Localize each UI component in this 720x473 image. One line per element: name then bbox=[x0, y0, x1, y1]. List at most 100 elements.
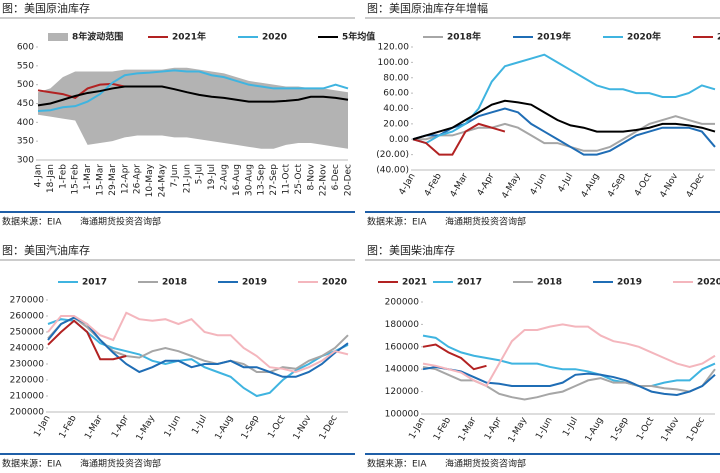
x-tick-label: 1-Jul bbox=[190, 414, 209, 437]
y-tick-label: 120.00 bbox=[378, 43, 410, 53]
x-tick-label: 4-Jan bbox=[34, 164, 44, 187]
y-tick-label: (20.00) bbox=[376, 150, 409, 160]
series-line bbox=[412, 99, 716, 141]
x-tick-label: 1-Dec bbox=[318, 414, 340, 442]
x-tick-label: 6-Dec bbox=[331, 164, 341, 190]
legend-swatch bbox=[48, 33, 68, 41]
legend-label: 2017 bbox=[82, 278, 107, 288]
series-line bbox=[422, 343, 487, 371]
x-tick-label: 4-Nov bbox=[658, 171, 680, 200]
series-line bbox=[37, 85, 349, 107]
panel-title: 图：美国原油库存 bbox=[2, 1, 90, 15]
legend-label: 5年均值 bbox=[342, 31, 375, 43]
series-line bbox=[422, 365, 716, 396]
series-line bbox=[422, 365, 716, 401]
series-line bbox=[422, 334, 716, 387]
series-line bbox=[47, 319, 127, 361]
legend-label: 2021年 bbox=[172, 31, 206, 43]
x-tick-label: 1-Mar bbox=[457, 416, 479, 444]
x-tick-label: 4-Oct bbox=[633, 171, 654, 198]
x-tick-label: 2-Aug bbox=[220, 164, 230, 190]
legend-label: 2018 bbox=[537, 278, 562, 288]
y-tick-label: (40.00) bbox=[376, 166, 409, 176]
series-line bbox=[37, 69, 349, 113]
x-tick-label: 1-Feb bbox=[432, 416, 453, 443]
y-tick-label: 120000 bbox=[385, 387, 420, 397]
x-tick-label: 30-Aug bbox=[244, 164, 254, 196]
x-tick-label: 1-Sep bbox=[609, 416, 631, 444]
y-tick-label: 160000 bbox=[385, 342, 420, 352]
legend-label: 2019年 bbox=[537, 31, 571, 43]
series-line bbox=[412, 53, 716, 145]
x-tick-label: 1-Mar bbox=[83, 414, 105, 442]
y-tick-label: 20.00 bbox=[383, 119, 409, 129]
x-tick-label: 4-Jul bbox=[556, 172, 575, 195]
y-tick-label: 210000 bbox=[10, 392, 45, 402]
x-tick-label: 1-Jun bbox=[163, 414, 183, 439]
legend-label: 2018 bbox=[162, 278, 187, 288]
x-tick-label: 11-Oct bbox=[282, 164, 292, 195]
x-tick-label: 1-Apr bbox=[483, 416, 504, 442]
x-tick-label: 8-Nov bbox=[306, 163, 316, 190]
x-tick-label: 1-Feb bbox=[58, 164, 68, 189]
series-line bbox=[47, 318, 349, 398]
x-tick-label: 22-Nov bbox=[319, 163, 329, 196]
x-tick-label: 4-May bbox=[500, 171, 523, 200]
legend-label: 2019 bbox=[617, 278, 642, 288]
x-tick-label: 1-Aug bbox=[214, 414, 236, 442]
y-tick-label: 350 bbox=[17, 137, 34, 147]
x-tick-label: 1-Aug bbox=[584, 416, 606, 444]
source: 数据来源：EIA bbox=[2, 216, 62, 228]
x-tick-label: 29-Mar bbox=[108, 164, 118, 196]
x-tick-label: 1-Sep bbox=[240, 414, 262, 442]
x-tick-label: 7-Jun bbox=[170, 164, 180, 188]
legend-label: 2021年 bbox=[717, 31, 720, 43]
x-tick-label: 4-Aug bbox=[580, 172, 602, 200]
legend-label: 2020 bbox=[697, 278, 720, 288]
x-tick-label: 1-Oct bbox=[266, 413, 287, 440]
x-tick-label: 4-Mar bbox=[449, 172, 471, 200]
x-tick-label: 19-Jul bbox=[207, 164, 217, 190]
y-tick-label: 230000 bbox=[10, 360, 45, 370]
x-tick-label: 16-Aug bbox=[232, 164, 242, 196]
x-tick-label: 4-Dec bbox=[685, 172, 707, 200]
x-tick-label: 1-Jun bbox=[534, 416, 554, 441]
publisher: 海通期货投资咨询部 bbox=[80, 216, 161, 228]
x-tick-label: 4-Apr bbox=[476, 172, 497, 198]
x-tick-label: 12-Apr bbox=[120, 164, 130, 194]
x-tick-label: 26-Apr bbox=[133, 164, 143, 194]
series-line bbox=[422, 323, 716, 388]
y-tick-label: 250000 bbox=[10, 328, 45, 338]
legend-label: 2021 bbox=[402, 278, 427, 288]
x-tick-label: 15-Feb bbox=[71, 164, 81, 195]
legend-label: 2020 bbox=[322, 278, 347, 288]
publisher: 海通期货投资咨询部 bbox=[80, 458, 161, 470]
x-tick-label: 1-May bbox=[135, 413, 158, 442]
y-tick-label: 0.00 bbox=[389, 135, 409, 145]
series-line bbox=[412, 122, 506, 156]
y-tick-label: 220000 bbox=[10, 376, 45, 386]
x-tick-label: 1-Nov bbox=[660, 415, 682, 444]
x-tick-label: 1-Apr bbox=[110, 414, 131, 440]
source: 数据来源：EIA bbox=[367, 458, 427, 470]
legend-label: 2019 bbox=[242, 278, 267, 288]
y-tick-label: 260000 bbox=[10, 312, 45, 322]
x-tick-label: 15-Mar bbox=[96, 164, 106, 196]
panel-title: 图：美国柴油库存 bbox=[367, 243, 455, 257]
publisher: 海通期货投资咨询部 bbox=[445, 216, 526, 228]
x-tick-label: 1-Oct bbox=[635, 415, 656, 442]
x-tick-label: 5-Jul bbox=[195, 164, 205, 184]
y-tick-label: 500 bbox=[17, 80, 34, 90]
x-tick-label: 24-May bbox=[158, 163, 168, 197]
y-tick-label: 140000 bbox=[385, 365, 420, 375]
x-tick-label: 4-Sep bbox=[606, 172, 628, 200]
x-tick-label: 1-Nov bbox=[292, 413, 314, 442]
series-line bbox=[413, 115, 715, 152]
x-tick-label: 13-Sep bbox=[257, 164, 267, 196]
x-tick-label: 10-May bbox=[145, 163, 155, 197]
y-tick-label: 450 bbox=[17, 99, 34, 109]
y-tick-label: 400 bbox=[17, 118, 34, 128]
publisher: 海通期货投资咨询部 bbox=[445, 458, 526, 470]
y-tick-label: 80.00 bbox=[383, 73, 409, 83]
